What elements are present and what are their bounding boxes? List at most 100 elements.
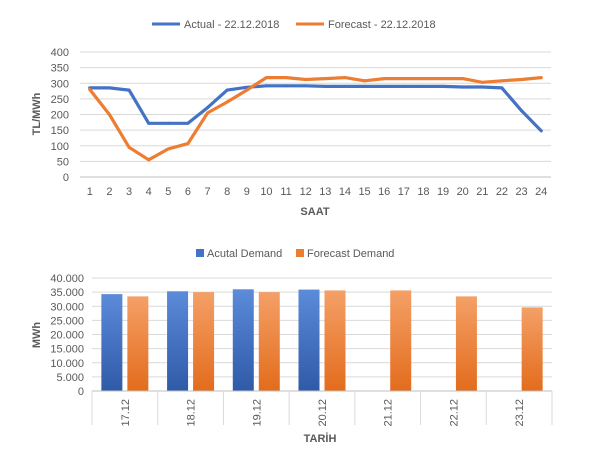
line-x-tick-label: 4 xyxy=(146,186,152,198)
forecast-data-point xyxy=(461,77,465,81)
forecast-data-point xyxy=(127,145,131,149)
legend-swatch-actual-demand xyxy=(196,249,204,257)
line-y-tick-label: 200 xyxy=(51,110,69,122)
line-x-tick-label: 23 xyxy=(515,186,527,198)
actual-data-point xyxy=(461,85,465,89)
line-x-tick-label: 15 xyxy=(358,186,370,198)
forecast-data-point xyxy=(323,77,327,81)
bar-y-tick-label: 5.000 xyxy=(56,372,84,384)
forecast-data-point xyxy=(520,78,524,81)
forecast-data-point xyxy=(441,77,445,81)
bar-y-tick-label: 10.000 xyxy=(50,358,84,370)
actual-data-point xyxy=(304,84,308,88)
forecast-data-point xyxy=(363,79,367,83)
line-y-tick-label: 350 xyxy=(51,63,69,75)
bar-legend: Acutal Demand Forecast Demand xyxy=(196,248,394,260)
line-x-tick-label: 9 xyxy=(244,186,250,198)
line-x-tick-label: 20 xyxy=(457,186,469,198)
actual-data-point xyxy=(480,85,484,89)
actual-data-point xyxy=(441,84,445,88)
bar-x-tick-label: 23.12 xyxy=(514,399,526,427)
forecast-data-point xyxy=(186,142,190,146)
line-y-tick-label: 100 xyxy=(51,141,69,153)
line-x-tick-label: 19 xyxy=(437,186,449,198)
line-x-tick-label: 11 xyxy=(280,186,291,198)
forecast-demand-bar xyxy=(258,292,280,391)
bar-chart: Acutal Demand Forecast Demand 0 5.000 10.0… xyxy=(31,248,553,445)
line-x-tick-label: 10 xyxy=(260,186,272,198)
actual-data-point xyxy=(264,84,268,88)
actual-data-point xyxy=(127,88,131,92)
forecast-data-point xyxy=(304,78,308,81)
line-x-tick-label: 1 xyxy=(87,186,93,198)
bar-x-tick-label: 18.12 xyxy=(186,399,198,427)
actual-data-point xyxy=(500,86,504,90)
legend-swatch-forecast-demand xyxy=(296,249,304,257)
line-x-tick-label: 7 xyxy=(205,186,211,198)
line-y-tick-label: 0 xyxy=(63,172,69,184)
forecast-data-point xyxy=(382,77,386,81)
line-x-tick-label: 22 xyxy=(496,186,508,198)
forecast-data-point xyxy=(421,77,425,81)
line-gridlines xyxy=(80,51,551,178)
forecast-demand-bar xyxy=(521,307,543,391)
forecast-demand-bar xyxy=(390,290,412,391)
forecast-data-point xyxy=(245,88,249,92)
forecast-data-point xyxy=(480,80,484,84)
line-chart: Actual - 22.12.2018 Forecast - 22.12.201… xyxy=(31,19,551,218)
forecast-data-point xyxy=(147,158,151,162)
bar-y-tick-label: 35.000 xyxy=(50,287,84,299)
bar-x-tick-label: 17.12 xyxy=(120,399,132,427)
forecast-demand-bar xyxy=(127,296,149,391)
bar-y-tick-labels: 0 5.000 10.000 15.000 20.000 25.000 30.000 35.0… xyxy=(50,273,84,398)
actual-data-point xyxy=(166,121,170,125)
forecast-data-point xyxy=(500,79,504,83)
actual-series-line xyxy=(88,84,543,133)
bar-y-axis-title: MWh xyxy=(31,322,43,349)
bar-y-tick-label: 20.000 xyxy=(50,330,84,342)
legend-label-actual: Actual - 22.12.2018 xyxy=(184,19,279,31)
bar-y-tick-label: 25.000 xyxy=(50,315,84,327)
bar-y-tick-label: 15.000 xyxy=(50,344,84,356)
legend-label-actual-demand: Acutal Demand xyxy=(207,248,282,260)
actual-data-point xyxy=(186,121,190,125)
forecast-data-point xyxy=(264,76,268,80)
line-x-tick-label: 6 xyxy=(185,186,191,198)
line-y-tick-label: 400 xyxy=(51,47,69,59)
forecast-data-point xyxy=(225,100,229,104)
line-x-tick-label: 3 xyxy=(126,186,132,198)
actual-data-point xyxy=(323,84,327,88)
forecast-data-point xyxy=(343,76,347,80)
forecast-data-point xyxy=(402,77,406,81)
bar-gridlines xyxy=(92,277,552,378)
forecast-data-point xyxy=(284,76,288,80)
bar-x-tick-label: 19.12 xyxy=(251,399,263,427)
bar-series-group xyxy=(101,289,543,391)
bar-x-axis: 17.12 18.12 19.12 20.12 21.12 22.12 23.12 xyxy=(91,390,553,427)
actual-data-point xyxy=(363,84,367,88)
line-x-tick-label: 12 xyxy=(300,186,312,198)
forecast-demand-bar xyxy=(324,290,346,391)
actual-data-point xyxy=(284,84,288,88)
line-x-tick-label: 2 xyxy=(106,186,112,198)
forecast-series-line xyxy=(88,75,543,162)
bar-x-axis-title: TARİH xyxy=(304,432,337,445)
line-x-tick-label: 5 xyxy=(165,186,171,198)
legend-label-forecast: Forecast - 22.12.2018 xyxy=(328,19,436,31)
line-y-axis-title: TL/MWh xyxy=(31,92,43,135)
actual-demand-bar xyxy=(101,294,123,391)
line-x-tick-label: 21 xyxy=(476,186,488,198)
actual-data-point xyxy=(402,84,406,88)
actual-data-point xyxy=(225,88,229,92)
actual-data-point xyxy=(107,86,111,90)
line-x-tick-label: 17 xyxy=(398,186,410,198)
actual-data-point xyxy=(343,84,347,88)
line-y-tick-label: 300 xyxy=(51,78,69,90)
bar-x-tick-label: 21.12 xyxy=(383,399,395,427)
line-x-tick-label: 13 xyxy=(319,186,331,198)
bar-y-tick-label: 40.000 xyxy=(50,273,84,285)
bar-x-tick-label: 20.12 xyxy=(317,399,329,427)
forecast-data-point xyxy=(539,76,543,80)
legend-label-forecast-demand: Forecast Demand xyxy=(307,248,394,260)
line-y-tick-labels: 0 50 100 150 200 250 300 350 400 xyxy=(51,47,69,184)
